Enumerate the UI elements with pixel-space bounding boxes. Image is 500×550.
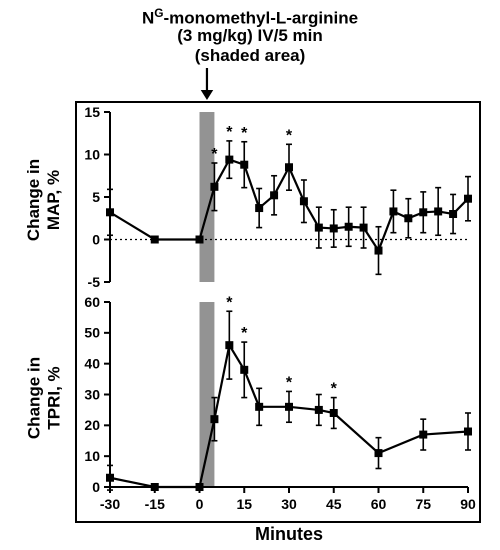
annotation-arrow-head xyxy=(201,90,214,100)
y-label-map: Change inMAP, % xyxy=(24,115,64,285)
x-tick-label: 0 xyxy=(196,496,204,512)
y-tick-label: 30 xyxy=(84,386,100,402)
series-marker xyxy=(360,224,368,232)
significance-star: * xyxy=(226,294,233,311)
series-marker xyxy=(240,366,248,374)
y-tick-label: 15 xyxy=(84,104,100,120)
series-marker xyxy=(315,406,323,414)
x-tick-label: 75 xyxy=(415,496,431,512)
annotation-line2: (3 mg/kg) IV/5 min xyxy=(0,26,500,46)
significance-star: * xyxy=(241,325,248,342)
series-marker xyxy=(464,195,472,203)
outer-frame xyxy=(76,102,480,522)
series-marker xyxy=(330,224,338,232)
series-marker xyxy=(464,428,472,436)
series-marker xyxy=(434,207,442,215)
y-tick-label: 20 xyxy=(84,417,100,433)
series-marker xyxy=(240,161,248,169)
series-marker xyxy=(419,431,427,439)
series-marker xyxy=(419,208,427,216)
y-tick-label: 5 xyxy=(92,189,100,205)
series-marker xyxy=(404,214,412,222)
significance-star: * xyxy=(211,146,218,163)
shaded-area xyxy=(200,302,215,487)
y-tick-label: -5 xyxy=(88,274,101,290)
series-marker xyxy=(330,409,338,417)
series-marker xyxy=(225,341,233,349)
y-tick-label: 0 xyxy=(92,479,100,495)
series-marker xyxy=(285,403,293,411)
series-marker xyxy=(375,247,383,255)
series-marker xyxy=(345,223,353,231)
series-marker xyxy=(300,197,308,205)
series-marker xyxy=(255,403,263,411)
x-tick-label: 15 xyxy=(236,496,252,512)
x-tick-label: 60 xyxy=(371,496,387,512)
series-marker xyxy=(106,474,114,482)
x-tick-label: -15 xyxy=(145,496,165,512)
y-tick-label: 50 xyxy=(84,325,100,341)
y-tick-label: 60 xyxy=(84,294,100,310)
series-marker xyxy=(106,208,114,216)
significance-star: * xyxy=(226,124,233,141)
x-tick-label: 45 xyxy=(326,496,342,512)
x-tick-label: 30 xyxy=(281,496,297,512)
x-label: Minutes xyxy=(110,524,468,545)
series-marker xyxy=(210,183,218,191)
series-marker xyxy=(210,415,218,423)
series-marker xyxy=(375,449,383,457)
series-marker xyxy=(449,210,457,218)
y-tick-label: 10 xyxy=(84,146,100,162)
series-marker xyxy=(389,207,397,215)
significance-star: * xyxy=(331,381,338,398)
series-marker xyxy=(285,163,293,171)
x-tick-label: 90 xyxy=(460,496,476,512)
annotation-line3: (shaded area) xyxy=(0,46,500,66)
plot-svg: -5 0 5 10 15 * * * * 0 10 20 30 40 50 60 * * * * -30 -15 0 15 30… xyxy=(0,0,500,550)
y-tick-label: 0 xyxy=(92,231,100,247)
series-marker xyxy=(151,236,159,244)
series-marker xyxy=(315,224,323,232)
x-tick-label: -30 xyxy=(100,496,120,512)
significance-star: * xyxy=(286,127,293,144)
series-marker xyxy=(196,236,204,244)
y-label-tpri: Change inTPRI, % xyxy=(24,305,64,490)
series-marker xyxy=(255,204,263,212)
significance-star: * xyxy=(241,125,248,142)
series-marker xyxy=(225,156,233,164)
y-tick-label: 40 xyxy=(84,356,100,372)
series-marker xyxy=(270,191,278,199)
chart-root: NG-monomethyl-L-arginine (3 mg/kg) IV/5 … xyxy=(0,0,500,550)
y-tick-label: 10 xyxy=(84,448,100,464)
significance-star: * xyxy=(286,374,293,391)
